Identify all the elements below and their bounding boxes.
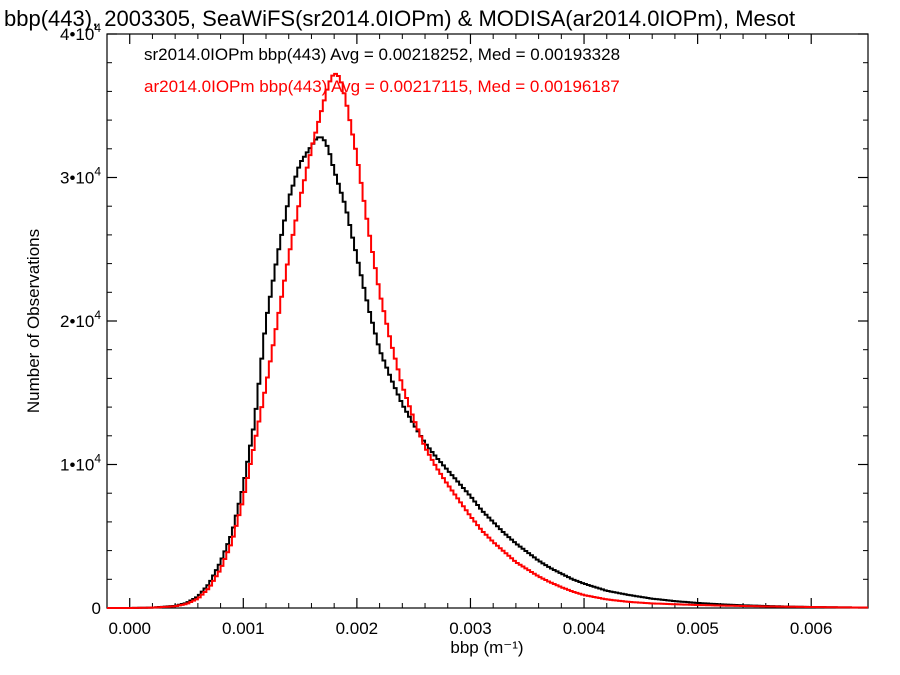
series-lines [107,72,868,609]
x-tick-label: 0.004 [563,619,606,638]
x-tick-label: 0.006 [790,619,833,638]
x-tick-label: 0.000 [108,619,151,638]
y-axis-ticks: 0 1•104 2•104 3•104 4•104 [60,21,868,618]
y-tick-label: 3•104 [60,165,101,188]
plot-frame [106,33,869,609]
x-tick-label: 0.001 [222,619,265,638]
chart-title: bbp(443), 2003305, SeaWiFS(sr2014.0IOPm)… [4,6,795,31]
y-tick-label: 0 [92,599,101,618]
y-tick-label: 4•104 [60,21,101,44]
x-tick-label: 0.005 [676,619,719,638]
legend: sr2014.0IOPm bbp(443) Avg = 0.00218252, … [144,45,620,96]
y-tick-label: 2•104 [60,308,101,331]
legend-entry-sr2014: sr2014.0IOPm bbp(443) Avg = 0.00218252, … [144,45,620,64]
y-axis-label: Number of Observations [24,229,43,413]
series-line-ar2014 [107,72,868,609]
x-axis-ticks: 0.000 0.001 0.002 0.003 0.004 0.005 0.006 [108,34,832,638]
legend-entry-ar2014: ar2014.0IOPm bbp(443) Avg = 0.00217115, … [144,77,620,96]
x-tick-label: 0.003 [449,619,492,638]
x-axis-label: bbp (m⁻¹) [450,638,523,657]
x-tick-label: 0.002 [336,619,379,638]
y-tick-label: 1•104 [60,452,101,475]
